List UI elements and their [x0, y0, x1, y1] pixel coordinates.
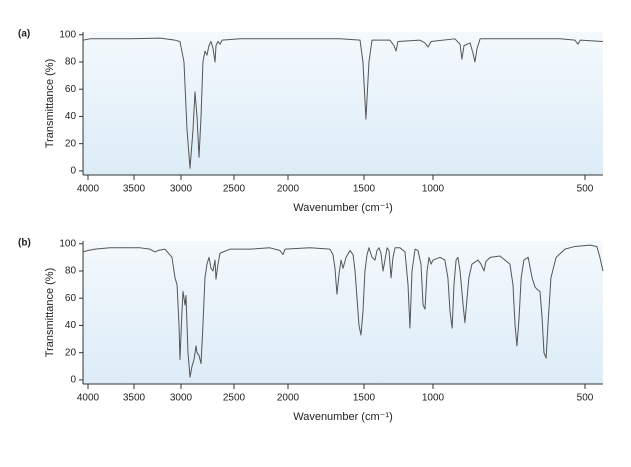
x-tick-label: 3000 [170, 184, 193, 195]
x-tick-label: 3000 [170, 393, 193, 404]
x-tick-label: 4000 [77, 393, 100, 404]
x-tick-label: 500 [577, 184, 594, 195]
y-axis-label: Transmittance (%) [44, 59, 56, 148]
x-axis-label: Wavenumber (cm⁻¹) [293, 411, 393, 423]
spectrum-line [82, 37, 603, 169]
x-tick-label: 2500 [223, 184, 246, 195]
y-tick-label: 20 [65, 347, 77, 358]
y-tick-label: 60 [65, 84, 77, 95]
x-tick-label: 1500 [353, 393, 376, 404]
x-tick-label: 3500 [123, 184, 146, 195]
x-tick-label: 2000 [277, 393, 300, 404]
x-tick-label: 500 [577, 393, 594, 404]
y-tick-label: 0 [70, 166, 76, 177]
x-tick-label: 2000 [277, 184, 300, 195]
spectrum-line [82, 244, 604, 378]
x-tick-label: 3500 [123, 393, 146, 404]
y-tick-label: 60 [65, 293, 77, 304]
y-tick-label: 80 [65, 57, 77, 68]
plot-background [83, 32, 603, 175]
x-axis-label: Wavenumber (cm⁻¹) [293, 202, 393, 214]
y-tick-label: 40 [65, 320, 77, 331]
panel-label: (a) [18, 29, 30, 40]
x-tick-label: 2500 [223, 393, 246, 404]
y-tick-label: 0 [70, 375, 76, 386]
y-tick-label: 40 [65, 111, 77, 122]
y-axis-label: Transmittance (%) [44, 268, 56, 357]
y-tick-label: 100 [59, 238, 76, 249]
panel-label: (b) [18, 238, 31, 249]
x-tick-label: 1000 [422, 184, 445, 195]
plot-background [83, 241, 603, 384]
y-tick-label: 100 [59, 29, 76, 40]
x-tick-label: 1000 [422, 393, 445, 404]
x-tick-label: 4000 [77, 184, 100, 195]
y-tick-label: 80 [65, 266, 77, 277]
y-tick-label: 20 [65, 138, 77, 149]
x-tick-label: 1500 [353, 184, 376, 195]
